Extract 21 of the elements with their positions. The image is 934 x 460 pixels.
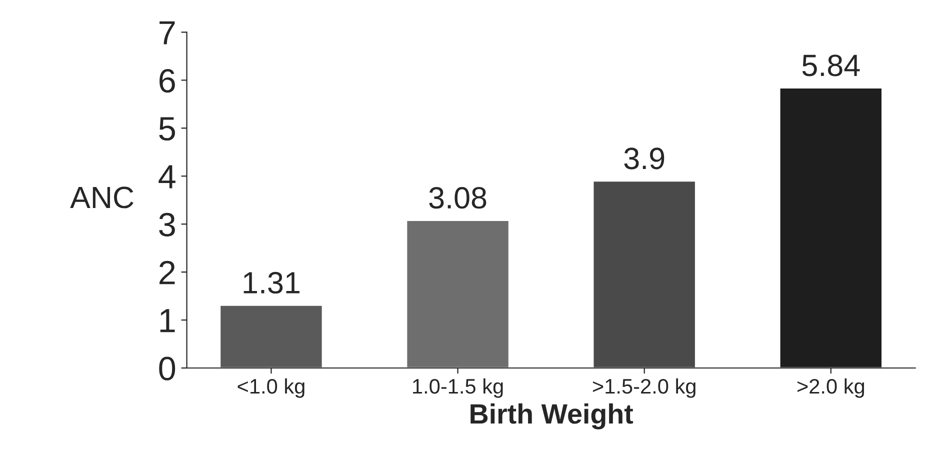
y-tick-label: 1 <box>160 309 175 332</box>
x-axis-title: Birth Weight <box>470 403 634 430</box>
bar <box>592 180 696 368</box>
x-tick-label: 1.0-1.5 kg <box>413 378 503 398</box>
x-tick-label: >2.0 kg <box>797 378 864 398</box>
y-axis-title: ANC <box>70 186 134 208</box>
data-label: 1.31 <box>244 272 300 294</box>
y-tick-label: 0 <box>159 356 176 380</box>
data-label: 3.9 <box>624 148 664 170</box>
x-tick-label: >1.5-2.0 kg <box>592 378 696 398</box>
y-tick-label: 7 <box>160 21 175 44</box>
y-tick-label: 6 <box>160 68 175 93</box>
y-tick-label: 4 <box>158 165 176 188</box>
data-label: 3.08 <box>429 187 486 209</box>
bar <box>406 220 510 368</box>
y-tick-label: 3 <box>159 212 175 236</box>
data-label: 5.84 <box>802 54 860 76</box>
x-tick-label: <1.0 kg <box>238 378 304 398</box>
y-tick-label: 5 <box>159 117 175 141</box>
y-tick-label: 2 <box>160 260 175 284</box>
bar <box>219 304 324 368</box>
